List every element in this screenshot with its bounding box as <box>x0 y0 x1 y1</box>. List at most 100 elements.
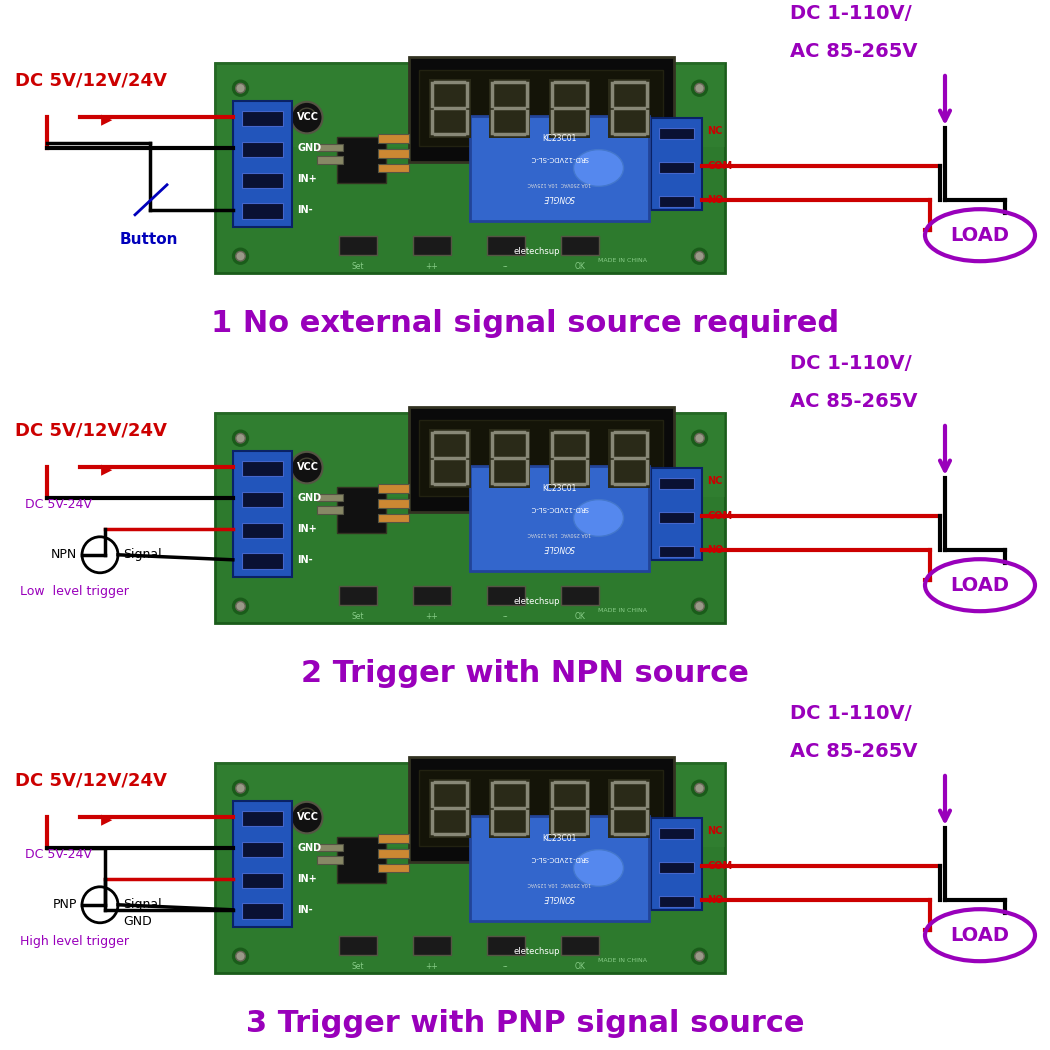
Text: SONGLE: SONGLE <box>544 193 575 202</box>
Circle shape <box>235 434 246 443</box>
Bar <box>486 236 525 255</box>
Text: VCC: VCC <box>297 112 319 122</box>
Bar <box>378 849 408 858</box>
Bar <box>339 586 377 605</box>
Bar <box>413 586 450 605</box>
Text: IN-: IN- <box>297 205 313 215</box>
Bar <box>233 801 292 927</box>
Text: OK: OK <box>574 612 585 621</box>
Ellipse shape <box>573 149 624 187</box>
Circle shape <box>235 251 246 261</box>
Circle shape <box>692 780 708 796</box>
Bar <box>317 144 342 151</box>
Text: 2 Trigger with NPN source: 2 Trigger with NPN source <box>301 659 749 688</box>
Text: NC: NC <box>707 126 722 136</box>
Circle shape <box>692 598 708 614</box>
Bar <box>215 63 724 147</box>
Text: COM: COM <box>707 861 732 870</box>
Bar <box>215 413 724 623</box>
Circle shape <box>692 430 708 446</box>
Bar <box>651 467 702 560</box>
Bar <box>337 136 385 183</box>
Text: eletechsup: eletechsup <box>513 248 560 256</box>
Bar <box>378 499 408 507</box>
Text: GND: GND <box>297 494 321 503</box>
Circle shape <box>291 102 322 133</box>
Text: IN-: IN- <box>297 554 313 565</box>
Bar <box>470 816 649 921</box>
Text: SRD-12VDC-SL-C: SRD-12VDC-SL-C <box>530 855 588 861</box>
Text: High level trigger: High level trigger <box>20 934 129 948</box>
Circle shape <box>695 83 705 93</box>
Text: COM: COM <box>707 161 732 171</box>
Text: Set: Set <box>352 962 364 971</box>
Bar <box>317 844 342 852</box>
Text: SRD-12VDC-SL-C: SRD-12VDC-SL-C <box>530 154 588 161</box>
Circle shape <box>692 948 708 964</box>
Bar <box>378 164 408 172</box>
Text: MADE IN CHINA: MADE IN CHINA <box>598 258 648 262</box>
Bar <box>489 79 530 138</box>
Text: KC23C01: KC23C01 <box>542 134 576 143</box>
Bar <box>215 63 724 273</box>
Bar <box>242 461 282 476</box>
Bar <box>215 763 724 973</box>
Text: AC 85-265V: AC 85-265V <box>790 42 918 61</box>
Text: OK: OK <box>574 261 585 271</box>
Bar <box>429 779 470 838</box>
Text: eletechsup: eletechsup <box>513 597 560 607</box>
Circle shape <box>235 83 246 93</box>
Text: DC 5V/12V/24V: DC 5V/12V/24V <box>15 71 167 89</box>
Bar <box>233 450 292 576</box>
Bar <box>429 428 470 487</box>
Bar <box>486 937 525 956</box>
Circle shape <box>232 948 249 964</box>
Circle shape <box>695 602 705 611</box>
Circle shape <box>695 783 705 793</box>
Circle shape <box>232 248 249 265</box>
Bar <box>658 512 694 523</box>
Bar <box>658 196 694 207</box>
Text: GND: GND <box>123 915 152 928</box>
Text: Set: Set <box>352 612 364 621</box>
Bar <box>242 842 282 857</box>
Bar <box>378 134 408 143</box>
Bar <box>242 142 282 156</box>
Bar <box>378 835 408 843</box>
Circle shape <box>692 248 708 265</box>
Bar <box>378 864 408 873</box>
Text: --: -- <box>503 261 508 271</box>
Text: 10A 250VAC  10A 125VAC: 10A 250VAC 10A 125VAC <box>527 182 591 186</box>
Text: SONGLE: SONGLE <box>544 543 575 552</box>
Bar <box>486 586 525 605</box>
Text: AC 85-265V: AC 85-265V <box>790 742 918 761</box>
Text: MADE IN CHINA: MADE IN CHINA <box>598 958 648 963</box>
Bar <box>651 118 702 210</box>
Bar <box>429 79 470 138</box>
Text: DC 1-110V/: DC 1-110V/ <box>790 354 911 373</box>
Circle shape <box>235 602 246 611</box>
Bar <box>489 779 530 838</box>
Circle shape <box>695 951 705 961</box>
Text: 10A 250VAC  10A 125VAC: 10A 250VAC 10A 125VAC <box>527 881 591 886</box>
Text: IN-: IN- <box>297 905 313 915</box>
Text: KC23C01: KC23C01 <box>542 834 576 843</box>
Text: DC 5V/12V/24V: DC 5V/12V/24V <box>15 771 167 790</box>
Text: IN+: IN+ <box>297 524 317 533</box>
Text: NPN: NPN <box>50 548 77 562</box>
Circle shape <box>695 434 705 443</box>
Text: LOAD: LOAD <box>950 926 1009 945</box>
Text: Set: Set <box>352 261 364 271</box>
Bar <box>339 937 377 956</box>
Text: --: -- <box>503 612 508 621</box>
Bar <box>242 491 282 507</box>
Text: DC 5V-24V: DC 5V-24V <box>25 498 92 511</box>
Circle shape <box>235 951 246 961</box>
Ellipse shape <box>573 849 624 886</box>
Bar <box>215 763 724 847</box>
Text: LOAD: LOAD <box>950 575 1009 594</box>
Bar <box>419 70 664 146</box>
Bar <box>337 837 385 883</box>
Ellipse shape <box>573 500 624 537</box>
Bar <box>549 79 590 138</box>
